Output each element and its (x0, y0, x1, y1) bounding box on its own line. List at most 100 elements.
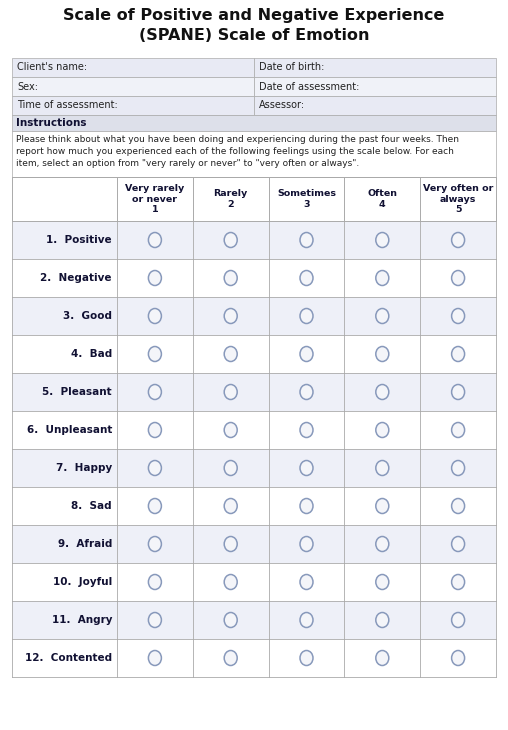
Ellipse shape (224, 650, 237, 666)
Ellipse shape (300, 271, 313, 285)
FancyBboxPatch shape (12, 487, 496, 525)
Ellipse shape (300, 309, 313, 323)
Text: Date of assessment:: Date of assessment: (259, 82, 359, 91)
Ellipse shape (300, 461, 313, 475)
Text: Time of assessment:: Time of assessment: (17, 101, 118, 110)
Ellipse shape (300, 537, 313, 551)
Ellipse shape (376, 537, 389, 551)
FancyBboxPatch shape (12, 259, 496, 297)
Ellipse shape (224, 347, 237, 361)
FancyBboxPatch shape (12, 449, 496, 487)
Ellipse shape (148, 499, 162, 513)
Ellipse shape (452, 232, 465, 247)
Ellipse shape (224, 423, 237, 437)
FancyBboxPatch shape (12, 563, 496, 601)
Ellipse shape (148, 271, 162, 285)
Text: 7.  Happy: 7. Happy (56, 463, 112, 473)
Text: Sometimes
3: Sometimes 3 (277, 189, 336, 209)
Ellipse shape (300, 347, 313, 361)
Text: Very rarely
or never
1: Very rarely or never 1 (125, 184, 184, 214)
Ellipse shape (148, 385, 162, 399)
Text: 10.  Joyful: 10. Joyful (53, 577, 112, 587)
Ellipse shape (224, 461, 237, 475)
Ellipse shape (224, 537, 237, 551)
FancyBboxPatch shape (12, 297, 496, 335)
Ellipse shape (300, 232, 313, 247)
Ellipse shape (376, 347, 389, 361)
FancyBboxPatch shape (12, 77, 254, 96)
Text: Instructions: Instructions (16, 118, 86, 128)
Ellipse shape (300, 612, 313, 628)
Ellipse shape (452, 347, 465, 361)
FancyBboxPatch shape (12, 639, 496, 677)
Ellipse shape (452, 650, 465, 666)
Ellipse shape (148, 309, 162, 323)
Text: 3.  Good: 3. Good (63, 311, 112, 321)
Text: 5.  Pleasant: 5. Pleasant (42, 387, 112, 397)
Ellipse shape (452, 499, 465, 513)
Text: Client's name:: Client's name: (17, 63, 87, 72)
Ellipse shape (452, 461, 465, 475)
FancyBboxPatch shape (12, 58, 254, 77)
Text: 12.  Contented: 12. Contented (25, 653, 112, 663)
FancyBboxPatch shape (12, 96, 254, 115)
FancyBboxPatch shape (254, 96, 496, 115)
Ellipse shape (300, 423, 313, 437)
Ellipse shape (452, 612, 465, 628)
Text: 1.  Positive: 1. Positive (46, 235, 112, 245)
Ellipse shape (452, 423, 465, 437)
Ellipse shape (148, 537, 162, 551)
Ellipse shape (224, 309, 237, 323)
Ellipse shape (148, 423, 162, 437)
FancyBboxPatch shape (12, 335, 496, 373)
Text: Assessor:: Assessor: (259, 101, 305, 110)
Ellipse shape (148, 650, 162, 666)
FancyBboxPatch shape (12, 525, 496, 563)
Ellipse shape (224, 271, 237, 285)
FancyBboxPatch shape (254, 58, 496, 77)
Ellipse shape (452, 575, 465, 590)
Text: Sex:: Sex: (17, 82, 38, 91)
Text: 11.  Angry: 11. Angry (51, 615, 112, 625)
FancyBboxPatch shape (12, 373, 496, 411)
FancyBboxPatch shape (12, 131, 496, 177)
Ellipse shape (300, 575, 313, 590)
Ellipse shape (376, 232, 389, 247)
Text: Scale of Positive and Negative Experience: Scale of Positive and Negative Experienc… (64, 8, 444, 23)
Ellipse shape (224, 385, 237, 399)
Ellipse shape (300, 499, 313, 513)
Text: Please think about what you have been doing and experiencing during the past fou: Please think about what you have been do… (16, 135, 459, 169)
FancyBboxPatch shape (12, 221, 496, 259)
Text: (SPANE) Scale of Emotion: (SPANE) Scale of Emotion (139, 28, 369, 43)
FancyBboxPatch shape (254, 77, 496, 96)
Ellipse shape (224, 499, 237, 513)
Ellipse shape (148, 461, 162, 475)
Ellipse shape (376, 499, 389, 513)
Text: Often
4: Often 4 (367, 189, 397, 209)
Ellipse shape (376, 575, 389, 590)
FancyBboxPatch shape (12, 177, 496, 221)
Ellipse shape (376, 385, 389, 399)
FancyBboxPatch shape (12, 411, 496, 449)
Text: Rarely
2: Rarely 2 (213, 189, 248, 209)
Ellipse shape (300, 385, 313, 399)
Ellipse shape (376, 461, 389, 475)
Text: 6.  Unpleasant: 6. Unpleasant (26, 425, 112, 435)
Ellipse shape (452, 271, 465, 285)
Ellipse shape (148, 612, 162, 628)
Ellipse shape (452, 385, 465, 399)
Text: Very often or
always
5: Very often or always 5 (423, 184, 493, 214)
Text: 9.  Afraid: 9. Afraid (57, 539, 112, 549)
Ellipse shape (148, 232, 162, 247)
Ellipse shape (376, 423, 389, 437)
Ellipse shape (300, 650, 313, 666)
Ellipse shape (376, 650, 389, 666)
Text: 8.  Sad: 8. Sad (72, 501, 112, 511)
Ellipse shape (224, 232, 237, 247)
Ellipse shape (376, 309, 389, 323)
Ellipse shape (452, 537, 465, 551)
FancyBboxPatch shape (12, 115, 496, 131)
Ellipse shape (148, 575, 162, 590)
Ellipse shape (452, 309, 465, 323)
Ellipse shape (148, 347, 162, 361)
